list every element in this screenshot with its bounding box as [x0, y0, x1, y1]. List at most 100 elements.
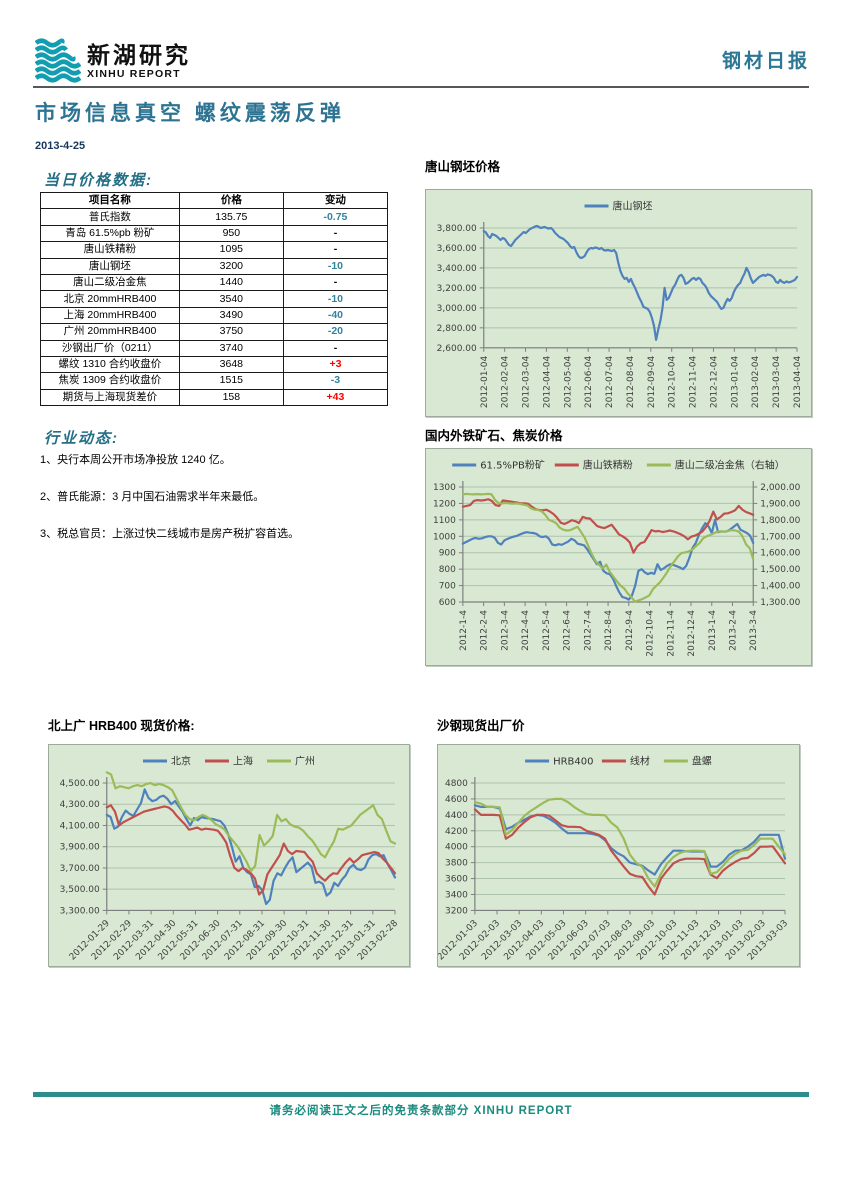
svg-text:4400: 4400 [445, 811, 468, 821]
logo-text: 新湖研究 XINHU REPORT [87, 41, 191, 80]
xinhu-logo-icon [35, 38, 81, 83]
svg-text:2,800.00: 2,800.00 [437, 324, 477, 334]
legend-label: 唐山铁精粉 [583, 459, 633, 472]
item-name-cell: 焦炭 1309 合约收盘价 [40, 372, 180, 390]
table-row: 普氏指数 135.75 -0.75 [40, 208, 389, 226]
legend: 61.5%PB粉矿 唐山铁精粉 唐山二级冶金焦（右轴） [452, 459, 785, 472]
price-cell: 135.75 [178, 208, 284, 226]
gridlines [479, 227, 797, 349]
x-axis-labels: 2012-01-04 2012-02-04 2012-03-04 2012-04-04… [480, 347, 803, 409]
axes [106, 777, 395, 912]
price-cell: 3648 [178, 355, 284, 374]
svg-text:2013-1-4: 2013-1-4 [708, 610, 718, 651]
column-header: 价格 [178, 191, 284, 210]
table-row: 期货与上海现货差价 158 +43 [40, 388, 389, 407]
chart-title-shagang: 沙钢现货出厂价 [437, 719, 525, 733]
column-header: 项目名称 [40, 191, 180, 210]
svg-text:2012-12-4: 2012-12-4 [687, 610, 697, 657]
change-cell: -0.75 [282, 208, 389, 226]
svg-text:1,600.00: 1,600.00 [760, 549, 800, 559]
page-title: 市场信息真空 螺纹震荡反弹 [35, 102, 345, 125]
legend-label: HRB400 [553, 757, 593, 768]
change-cell: +3 [282, 355, 389, 374]
svg-text:4000: 4000 [445, 843, 468, 853]
table-row: 沙钢出厂价（0211） 3740- [40, 339, 389, 357]
series-line-HRB400 [473, 804, 787, 876]
svg-text:3800: 3800 [445, 859, 468, 869]
svg-text:1,500.00: 1,500.00 [760, 565, 800, 575]
price-cell: 3490 [178, 306, 284, 325]
chart-shagang: 3200 3400 3600 3800 4000 4200 4400 4600 4800 2012… [437, 744, 800, 967]
svg-text:1,300.00: 1,300.00 [760, 598, 800, 608]
news-item: 1、央行本周公开市场净投放 1240 亿。 [40, 454, 231, 466]
x-axis-labels: 2012-01-032012-02-032012-03-032012-04-03… [438, 910, 790, 963]
svg-text:700: 700 [439, 582, 456, 592]
chart-canvas: 600 700 800 900 1000 1100 1200 1300 1,300.00 1,40… [433, 459, 801, 657]
svg-text:2012-09-04: 2012-09-04 [647, 356, 657, 409]
chart-canvas: 2,600.00 2,800.00 3,000.00 3,200.00 3,400.00… [437, 200, 803, 409]
change-cell: - [282, 339, 389, 357]
legend-label: 61.5%PB粉矿 [480, 459, 545, 472]
price-cell: 3200 [178, 257, 284, 275]
svg-text:4,500.00: 4,500.00 [60, 779, 100, 789]
svg-text:4200: 4200 [445, 827, 468, 837]
svg-text:4800: 4800 [445, 779, 468, 789]
table-row: 唐山钢坯 3200 -10 [40, 257, 389, 275]
svg-text:2012-02-04: 2012-02-04 [501, 356, 511, 409]
left-axis-labels: 3200 3400 3600 3800 4000 4200 4400 4600 4800 [445, 779, 468, 916]
chart-canvas: 3200 3400 3600 3800 4000 4200 4400 4600 4800 2012… [438, 755, 790, 963]
chart-ore-coke: 600 700 800 900 1000 1100 1200 1300 1,300.00 1,40… [425, 448, 812, 666]
svg-text:2012-8-4: 2012-8-4 [604, 610, 614, 651]
item-name-cell: 普氏指数 [40, 208, 180, 226]
svg-text:2012-10-04: 2012-10-04 [668, 356, 678, 409]
right-axis-labels: 1,300.00 1,400.00 1,500.00 1,600.00 1,700.00… [760, 483, 800, 608]
industry-news-heading: 行业动态: [44, 430, 119, 447]
left-axis-labels: 3,300.00 3,500.00 3,700.00 3,900.00 4,100.00… [60, 779, 100, 916]
left-axis-labels: 600 700 800 900 1000 1100 1200 1300 [433, 483, 456, 608]
item-name-cell: 广州 20mmHRB400 [40, 323, 180, 341]
svg-text:2013-02-04: 2013-02-04 [751, 356, 761, 409]
item-name-cell: 唐山二级冶金焦 [40, 273, 180, 292]
svg-text:2012-04-04: 2012-04-04 [542, 356, 552, 409]
svg-text:1000: 1000 [433, 532, 456, 542]
svg-text:1100: 1100 [433, 516, 456, 526]
header-divider [33, 86, 809, 88]
svg-text:2013-04-04: 2013-04-04 [793, 356, 803, 409]
svg-text:2012-05-04: 2012-05-04 [563, 356, 573, 409]
svg-text:2,000.00: 2,000.00 [760, 483, 800, 493]
axes [483, 222, 797, 349]
legend-label: 广州 [295, 756, 315, 768]
svg-text:3,700.00: 3,700.00 [60, 864, 100, 874]
legend: HRB400 线材 盘螺 [525, 755, 712, 768]
svg-text:3600: 3600 [445, 875, 468, 885]
svg-text:2012-11-04: 2012-11-04 [689, 356, 699, 409]
legend-label: 唐山二级冶金焦（右轴） [675, 459, 785, 472]
price-table-head: 项目名称 价格 变动 [40, 191, 389, 210]
svg-text:4600: 4600 [445, 795, 468, 805]
svg-text:2012-12-04: 2012-12-04 [709, 356, 719, 409]
chart-title-hrb400-spot: 北上广 HRB400 现货价格: [48, 719, 195, 733]
axes [474, 777, 785, 912]
svg-text:3,400.00: 3,400.00 [437, 264, 477, 274]
svg-text:2012-01-04: 2012-01-04 [480, 356, 490, 409]
table-row: 螺纹 1310 合约收盘价 3648 +3 [40, 355, 389, 374]
svg-text:1,700.00: 1,700.00 [760, 532, 800, 542]
table-row: 广州 20mmHRB400 3750 -20 [40, 323, 389, 341]
change-cell: -40 [282, 306, 389, 325]
svg-text:2012-10-4: 2012-10-4 [646, 610, 656, 657]
chart-canvas: 3,300.00 3,500.00 3,700.00 3,900.00 4,100.00… [60, 755, 401, 963]
svg-text:600: 600 [439, 598, 456, 608]
svg-text:2013-3-4: 2013-3-4 [749, 610, 759, 651]
news-list: 1、央行本周公开市场净投放 1240 亿。 2、普氏能源：3 月中国石油需求半年来… [40, 453, 400, 564]
svg-text:2013-01-04: 2013-01-04 [730, 356, 740, 409]
item-name-cell: 唐山钢坯 [40, 257, 180, 275]
legend: 唐山钢坯 [584, 200, 653, 213]
price-cell: 950 [178, 224, 284, 243]
price-cell: 3740 [178, 339, 284, 357]
svg-text:2012-3-4: 2012-3-4 [500, 610, 510, 651]
logo-title: 新湖研究 [87, 41, 191, 68]
svg-text:3,500.00: 3,500.00 [60, 885, 100, 895]
svg-text:2012-03-04: 2012-03-04 [522, 356, 532, 409]
series-line-上海 [105, 804, 397, 896]
